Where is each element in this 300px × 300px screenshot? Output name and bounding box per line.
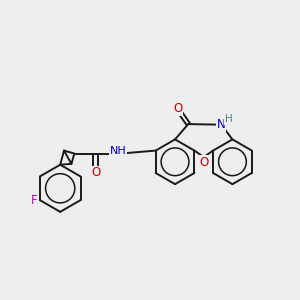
Text: N: N: [217, 118, 226, 131]
Text: F: F: [31, 194, 37, 207]
Text: O: O: [91, 166, 100, 179]
Text: O: O: [173, 102, 182, 115]
Text: NH: NH: [110, 146, 126, 157]
Text: O: O: [199, 156, 208, 169]
Text: H: H: [225, 114, 232, 124]
